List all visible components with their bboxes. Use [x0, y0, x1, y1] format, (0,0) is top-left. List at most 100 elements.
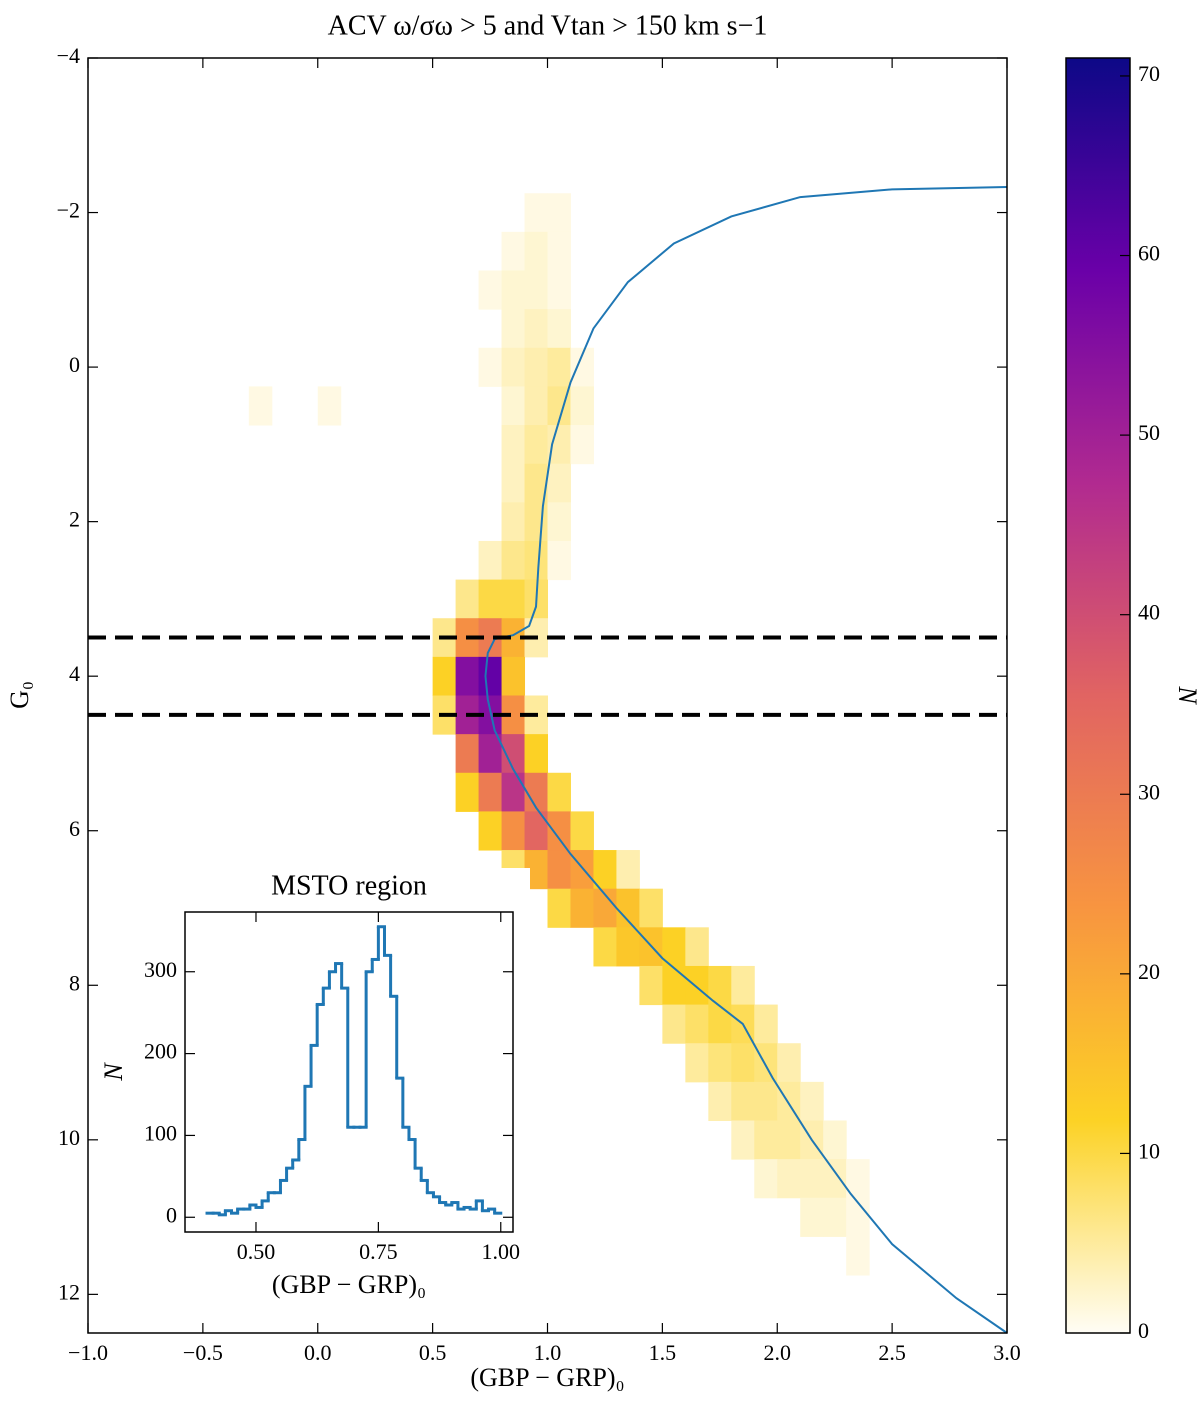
density-cell: [524, 425, 548, 465]
density-cell: [754, 1120, 778, 1160]
y-tick-label: 10: [58, 1125, 80, 1150]
density-cell: [593, 850, 617, 890]
colorbar-tick-label: 60: [1138, 241, 1160, 266]
x-tick-label: −1.0: [68, 1340, 108, 1365]
x-tick-label: 1.0: [534, 1340, 562, 1365]
density-cell: [800, 1197, 824, 1237]
density-cell: [708, 965, 732, 1006]
density-cell: [570, 888, 594, 928]
y-tick-label: 8: [69, 970, 80, 995]
density-cell: [547, 193, 571, 233]
density-cell: [777, 1043, 801, 1083]
density-cell: [524, 193, 548, 233]
density-cell: [455, 656, 480, 696]
density-cell: [846, 1197, 870, 1237]
density-cell: [823, 1197, 847, 1237]
density-cell: [639, 965, 663, 1006]
density-cell: [777, 1081, 801, 1121]
density-cell: [501, 502, 526, 542]
y-tick-label: 100: [144, 1120, 177, 1145]
density-cell: [524, 772, 548, 812]
colorbar: [1065, 57, 1131, 1334]
y-tick-label: −2: [57, 198, 80, 223]
x-tick-label: 3.0: [993, 1340, 1021, 1365]
density-cell: [616, 927, 640, 967]
density-cell: [547, 386, 571, 426]
density-cell: [524, 734, 548, 774]
x-tick-label: 0.5: [419, 1340, 447, 1365]
density-cell: [478, 540, 503, 581]
colorbar-tick-label: 10: [1138, 1138, 1160, 1163]
density-cell: [478, 347, 503, 387]
density-cell: [524, 811, 548, 851]
density-cell: [731, 965, 755, 1006]
density-cell: [501, 386, 526, 426]
colorbar-tick-label: 40: [1138, 600, 1160, 625]
density-cell: [501, 231, 526, 271]
colorbar-tick-label: 70: [1138, 61, 1160, 86]
inset-title: MSTO region: [271, 870, 427, 901]
inset-y-label: N: [99, 1062, 128, 1082]
density-cell: [501, 579, 526, 619]
inset-x-label: (GBP − GRP)₀: [272, 1270, 426, 1299]
density-cell: [570, 425, 594, 465]
x-tick-label: 2.0: [764, 1340, 792, 1365]
density-cell: [754, 1004, 778, 1044]
chart-title: ACV ω/σω > 5 and Vtan > 150 km s−1: [328, 10, 768, 41]
density-cell: [524, 347, 548, 387]
density-cell: [570, 811, 594, 851]
density-cell: [662, 927, 686, 967]
density-cell: [501, 811, 526, 851]
density-cell: [524, 502, 548, 542]
density-cell: [547, 888, 571, 928]
density-cell: [547, 463, 571, 503]
density-cell: [616, 888, 640, 928]
density-cell: [685, 927, 709, 967]
density-cell: [501, 309, 526, 349]
density-cell: [524, 386, 548, 426]
density-cell: [823, 1159, 847, 1199]
density-cell: [846, 1159, 870, 1199]
density-cell: [478, 579, 503, 619]
density-cell: [547, 231, 571, 271]
y-tick-label: 6: [69, 816, 80, 841]
density-cell: [547, 309, 571, 349]
density-cell: [639, 888, 663, 928]
density-cell: [524, 463, 548, 503]
x-tick-label: 2.5: [878, 1340, 906, 1365]
density-cell: [754, 1159, 778, 1199]
density-cell: [616, 850, 640, 890]
density-cell: [708, 1081, 732, 1121]
density-cell: [248, 386, 273, 426]
density-cell: [823, 1120, 847, 1160]
density-cell: [455, 734, 480, 774]
y-tick-label: 12: [58, 1279, 80, 1304]
density-cell: [685, 965, 709, 1006]
density-cell: [501, 772, 526, 812]
density-cell: [432, 656, 457, 696]
colorbar-tick-label: 0: [1138, 1318, 1149, 1343]
colorbar-tick-label: 30: [1138, 779, 1160, 804]
density-cell: [501, 270, 526, 310]
density-cell: [570, 386, 594, 426]
x-tick-label: 1.5: [649, 1340, 677, 1365]
density-cell: [662, 965, 686, 1006]
density-cell: [708, 1043, 732, 1083]
x-tick-label: 1.00: [482, 1239, 521, 1264]
density-cell: [800, 1159, 824, 1199]
inset-background: [110, 868, 530, 1308]
y-tick-label: 200: [144, 1039, 177, 1064]
density-cell: [547, 347, 571, 387]
density-cell: [524, 850, 548, 890]
density-cell: [524, 231, 548, 271]
density-cell: [478, 656, 503, 696]
density-cell: [478, 811, 503, 851]
y-tick-label: 300: [144, 957, 177, 982]
density-cell: [570, 347, 594, 387]
density-cell: [662, 1004, 686, 1044]
y-tick-label: −4: [57, 43, 80, 68]
x-axis-label: (GBP − GRP)₀: [470, 1363, 624, 1392]
axes-frame: [184, 911, 514, 1233]
density-cell: [501, 425, 526, 465]
density-cell: [501, 734, 526, 774]
